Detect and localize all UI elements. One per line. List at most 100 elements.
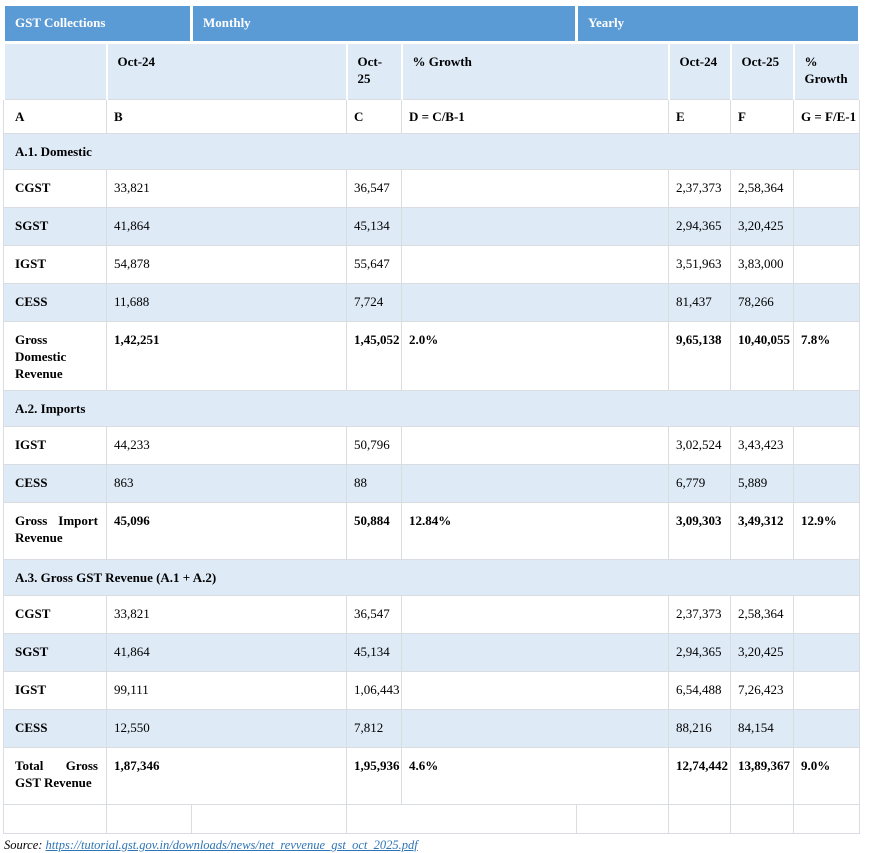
cell-monthly-oct25: 36,547 <box>346 169 403 208</box>
cell-yearly-oct24: 2,94,365 <box>668 207 732 246</box>
cell-monthly-growth <box>401 426 670 465</box>
row-label: CESS <box>3 283 107 322</box>
cell-monthly-growth <box>401 245 670 284</box>
section-header-imports: A.2. Imports <box>2 390 861 427</box>
cell-monthly-oct25: 36,547 <box>346 595 403 634</box>
empty-cell <box>793 804 861 834</box>
source-url-link[interactable]: https://tutorial.gst.gov.in/downloads/ne… <box>45 838 418 852</box>
cell-yearly-oct24: 81,437 <box>668 283 732 322</box>
cell-monthly-growth <box>401 709 670 748</box>
cell-monthly-oct25: 50,884 <box>346 502 403 560</box>
cell-monthly-oct25: 1,45,052 <box>346 321 403 391</box>
cell-monthly-growth: 4.6% <box>401 747 670 805</box>
cell-yearly-oct25: 84,154 <box>730 709 795 748</box>
formula-b: B <box>105 99 348 134</box>
cell-monthly-oct25: 45,134 <box>346 207 403 246</box>
cell-yearly-growth <box>793 245 861 284</box>
period-header-yearly-growth: % Growth <box>792 42 861 100</box>
cell-yearly-oct25: 78,266 <box>730 283 795 322</box>
cell-monthly-growth <box>401 671 670 710</box>
row-label: CESS <box>3 709 107 748</box>
row-label: CGST <box>3 595 107 634</box>
empty-cell <box>346 804 578 834</box>
period-header-yearly-oct24: Oct-24 <box>667 42 732 100</box>
empty-cell <box>576 804 670 834</box>
cell-monthly-growth <box>401 464 670 503</box>
cell-monthly-oct24: 41,864 <box>105 633 348 672</box>
cell-yearly-oct25: 10,40,055 <box>730 321 795 391</box>
period-header-monthly-growth: % Growth <box>400 42 670 100</box>
row-label: CGST <box>3 169 107 208</box>
total-row-gross-import: Gross Import Revenue 45,096 50,884 12.84… <box>3 502 861 560</box>
cell-yearly-growth: 9.0% <box>793 747 861 805</box>
cell-monthly-oct25: 88 <box>346 464 403 503</box>
cell-yearly-oct25: 3,49,312 <box>730 502 795 560</box>
cell-monthly-growth <box>401 207 670 246</box>
cell-monthly-oct24: 99,111 <box>105 671 348 710</box>
group-header-monthly: Monthly <box>190 3 579 44</box>
cell-yearly-oct25: 3,20,425 <box>730 633 795 672</box>
empty-row <box>3 804 861 834</box>
cell-yearly-oct24: 2,37,373 <box>668 595 732 634</box>
cell-yearly-oct24: 3,09,303 <box>668 502 732 560</box>
period-header-monthly-oct24: Oct-24 <box>105 42 348 100</box>
row-label: Gross Domestic Revenue <box>3 321 107 391</box>
cell-monthly-oct24: 45,096 <box>105 502 348 560</box>
row-label: SGST <box>3 207 107 246</box>
cell-monthly-oct25: 7,812 <box>346 709 403 748</box>
cell-yearly-oct25: 13,89,367 <box>730 747 795 805</box>
row-label: Total Gross GST Revenue <box>3 747 107 805</box>
source-line: Source: https://tutorial.gst.gov.in/down… <box>4 837 872 853</box>
cell-yearly-oct24: 2,94,365 <box>668 633 732 672</box>
cell-yearly-oct25: 7,26,423 <box>730 671 795 710</box>
group-header-yearly: Yearly <box>575 3 862 44</box>
cell-yearly-growth <box>793 283 861 322</box>
source-label: Source: <box>4 838 43 852</box>
cell-yearly-growth <box>793 671 861 710</box>
period-header-yearly-oct25: Oct-25 <box>729 42 795 100</box>
cell-yearly-oct24: 2,37,373 <box>668 169 732 208</box>
formula-a: A <box>3 99 107 134</box>
group-header-gst-collections: GST Collections <box>1 3 194 44</box>
section-header-gross-gst: A.3. Gross GST Revenue (A.1 + A.2) <box>2 559 861 596</box>
cell-monthly-oct24: 41,864 <box>105 207 348 246</box>
section-title: A.1. Domestic <box>2 133 861 170</box>
cell-monthly-growth <box>401 283 670 322</box>
cell-monthly-oct24: 33,821 <box>105 169 348 208</box>
cell-yearly-oct24: 88,216 <box>668 709 732 748</box>
section-title: A.2. Imports <box>2 390 861 427</box>
cell-yearly-growth <box>793 426 861 465</box>
cell-monthly-oct24: 1,42,251 <box>105 321 348 391</box>
cell-monthly-growth <box>401 633 670 672</box>
formula-c: C <box>346 99 403 134</box>
empty-cell <box>191 804 348 834</box>
formula-row: A B C D = C/B-1 E F G = F/E-1 <box>3 99 861 134</box>
cell-monthly-oct24: 44,233 <box>105 426 348 465</box>
table-row: IGST 99,111 1,06,443 6,54,488 7,26,423 <box>3 671 861 710</box>
table-row: CESS 11,688 7,724 81,437 78,266 <box>3 283 861 322</box>
cell-yearly-growth: 12.9% <box>793 502 861 560</box>
row-label: IGST <box>3 426 107 465</box>
table-row: CESS 863 88 6,779 5,889 <box>3 464 861 503</box>
cell-monthly-oct24: 863 <box>105 464 348 503</box>
period-header-blank <box>2 42 108 100</box>
row-label: Gross Import Revenue <box>3 502 107 560</box>
cell-yearly-oct25: 5,889 <box>730 464 795 503</box>
cell-yearly-oct25: 3,20,425 <box>730 207 795 246</box>
row-label: IGST <box>3 245 107 284</box>
cell-monthly-oct24: 11,688 <box>105 283 348 322</box>
row-label: CESS <box>3 464 107 503</box>
cell-yearly-growth <box>793 633 861 672</box>
cell-yearly-growth <box>793 169 861 208</box>
formula-f: F <box>730 99 795 134</box>
cell-monthly-growth: 12.84% <box>401 502 670 560</box>
cell-yearly-growth <box>793 207 861 246</box>
formula-d: D = C/B-1 <box>401 99 670 134</box>
cell-yearly-growth <box>793 709 861 748</box>
cell-yearly-oct24: 6,779 <box>668 464 732 503</box>
section-header-domestic: A.1. Domestic <box>2 133 861 170</box>
cell-yearly-oct25: 3,43,423 <box>730 426 795 465</box>
cell-yearly-growth: 7.8% <box>793 321 861 391</box>
cell-monthly-oct25: 45,134 <box>346 633 403 672</box>
